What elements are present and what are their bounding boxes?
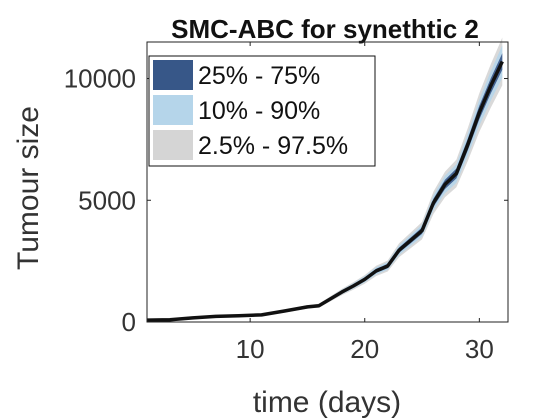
legend: 25% - 75% 10% - 90% 2.5% - 97.5% [148,55,376,167]
y-axis-label: Tumour size [12,106,45,270]
legend-swatch [153,95,193,125]
x-axis-ticks: 10 20 30 [236,42,494,364]
x-tick-label: 20 [350,334,379,364]
legend-swatch [153,130,193,160]
median-line-layer [146,60,504,322]
legend-label: 2.5% - 97.5% [198,132,348,160]
legend-label: 10% - 90% [198,97,320,125]
plot-area-frame [146,41,509,323]
y-axis-ticks: 0 5000 10000 [64,64,508,337]
legend-label: 25% - 75% [198,62,320,90]
x-tick-label: 10 [236,334,265,364]
y-tick-label: 5000 [78,185,136,215]
y-tick-label: 0 [122,307,136,337]
x-axis-label: time (days) [253,386,401,419]
median-line [146,60,504,322]
legend-swatch [153,60,193,90]
y-tick-label: 10000 [64,64,136,94]
chart-title: SMC-ABC for synethtic 2 [171,14,479,44]
x-tick-label: 30 [465,334,494,364]
